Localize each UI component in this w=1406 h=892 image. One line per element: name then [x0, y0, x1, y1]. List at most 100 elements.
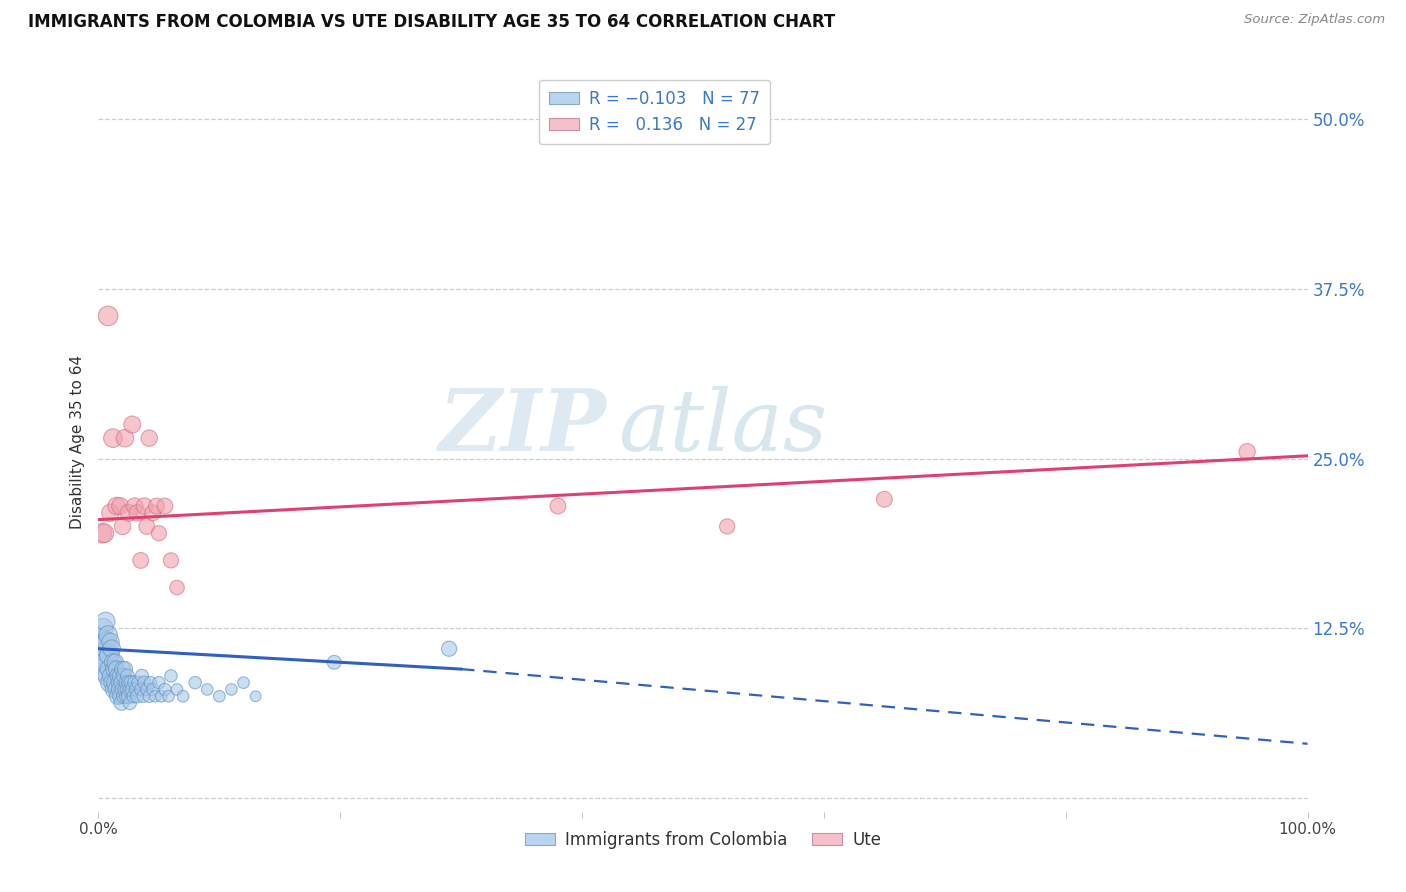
Point [437, 641, 460, 656]
Point [118, 682, 141, 697]
Point [101, 675, 124, 690]
Point [105, 682, 128, 697]
Point [91, 621, 114, 635]
Point [135, 682, 157, 697]
Text: IMMIGRANTS FROM COLOMBIA VS UTE DISABILITY AGE 35 TO 64 CORRELATION CHART: IMMIGRANTS FROM COLOMBIA VS UTE DISABILI… [28, 13, 835, 31]
Point [108, 682, 131, 697]
Point [98, 648, 121, 663]
Point [111, 682, 134, 697]
Point [150, 690, 173, 704]
Point [115, 690, 138, 704]
Point [100, 635, 122, 649]
Point [323, 655, 346, 669]
Point [97, 628, 120, 642]
Point [97, 309, 120, 323]
Point [105, 499, 128, 513]
Point [111, 519, 134, 533]
Point [138, 690, 160, 704]
Point [122, 690, 145, 704]
Point [108, 499, 131, 513]
Point [104, 655, 127, 669]
Point [90, 635, 112, 649]
Point [127, 690, 149, 704]
Point [547, 499, 569, 513]
Point [96, 635, 118, 649]
Point [94, 615, 117, 629]
Point [131, 669, 153, 683]
Y-axis label: Disability Age 35 to 64: Disability Age 35 to 64 [70, 354, 86, 529]
Point [160, 553, 183, 567]
Point [117, 669, 139, 683]
Point [112, 669, 135, 683]
Point [114, 431, 136, 445]
Point [148, 675, 170, 690]
Point [101, 431, 124, 445]
Point [124, 499, 146, 513]
Point [208, 690, 231, 704]
Point [103, 682, 125, 697]
Point [134, 499, 156, 513]
Point [125, 682, 148, 697]
Point [108, 690, 131, 704]
Point [129, 553, 152, 567]
Text: Source: ZipAtlas.com: Source: ZipAtlas.com [1244, 13, 1385, 27]
Point [142, 682, 165, 697]
Point [195, 682, 218, 697]
Point [107, 690, 129, 704]
Point [172, 690, 194, 704]
Point [91, 526, 114, 541]
Point [134, 675, 156, 690]
Point [112, 690, 135, 704]
Point [145, 499, 167, 513]
Point [153, 682, 176, 697]
Point [117, 682, 139, 697]
Point [245, 690, 267, 704]
Point [103, 662, 125, 676]
Point [110, 675, 132, 690]
Point [127, 675, 149, 690]
Point [121, 682, 143, 697]
Point [110, 696, 132, 710]
Point [118, 506, 141, 520]
Point [100, 669, 122, 683]
Point [1236, 444, 1258, 458]
Point [221, 682, 243, 697]
Point [132, 690, 155, 704]
Text: atlas: atlas [619, 385, 828, 468]
Legend: Immigrants from Colombia, Ute: Immigrants from Colombia, Ute [519, 824, 887, 855]
Point [101, 655, 124, 669]
Point [232, 675, 254, 690]
Point [93, 526, 115, 541]
Point [91, 641, 114, 656]
Point [157, 690, 180, 704]
Point [124, 675, 146, 690]
Point [166, 682, 188, 697]
Point [114, 682, 136, 697]
Text: ZIP: ZIP [439, 385, 606, 468]
Point [104, 675, 127, 690]
Point [143, 690, 166, 704]
Point [118, 696, 141, 710]
Point [115, 675, 138, 690]
Point [98, 662, 121, 676]
Point [118, 690, 141, 704]
Point [107, 669, 129, 683]
Point [873, 492, 896, 507]
Point [118, 675, 141, 690]
Point [135, 519, 157, 533]
Point [184, 675, 207, 690]
Point [716, 519, 738, 533]
Point [93, 648, 115, 663]
Point [100, 641, 122, 656]
Point [100, 675, 122, 690]
Point [160, 669, 183, 683]
Point [138, 431, 160, 445]
Point [120, 675, 142, 690]
Point [153, 499, 176, 513]
Point [139, 675, 162, 690]
Point [105, 662, 128, 676]
Point [114, 662, 136, 676]
Point [100, 506, 122, 520]
Point [148, 526, 170, 541]
Point [127, 506, 149, 520]
